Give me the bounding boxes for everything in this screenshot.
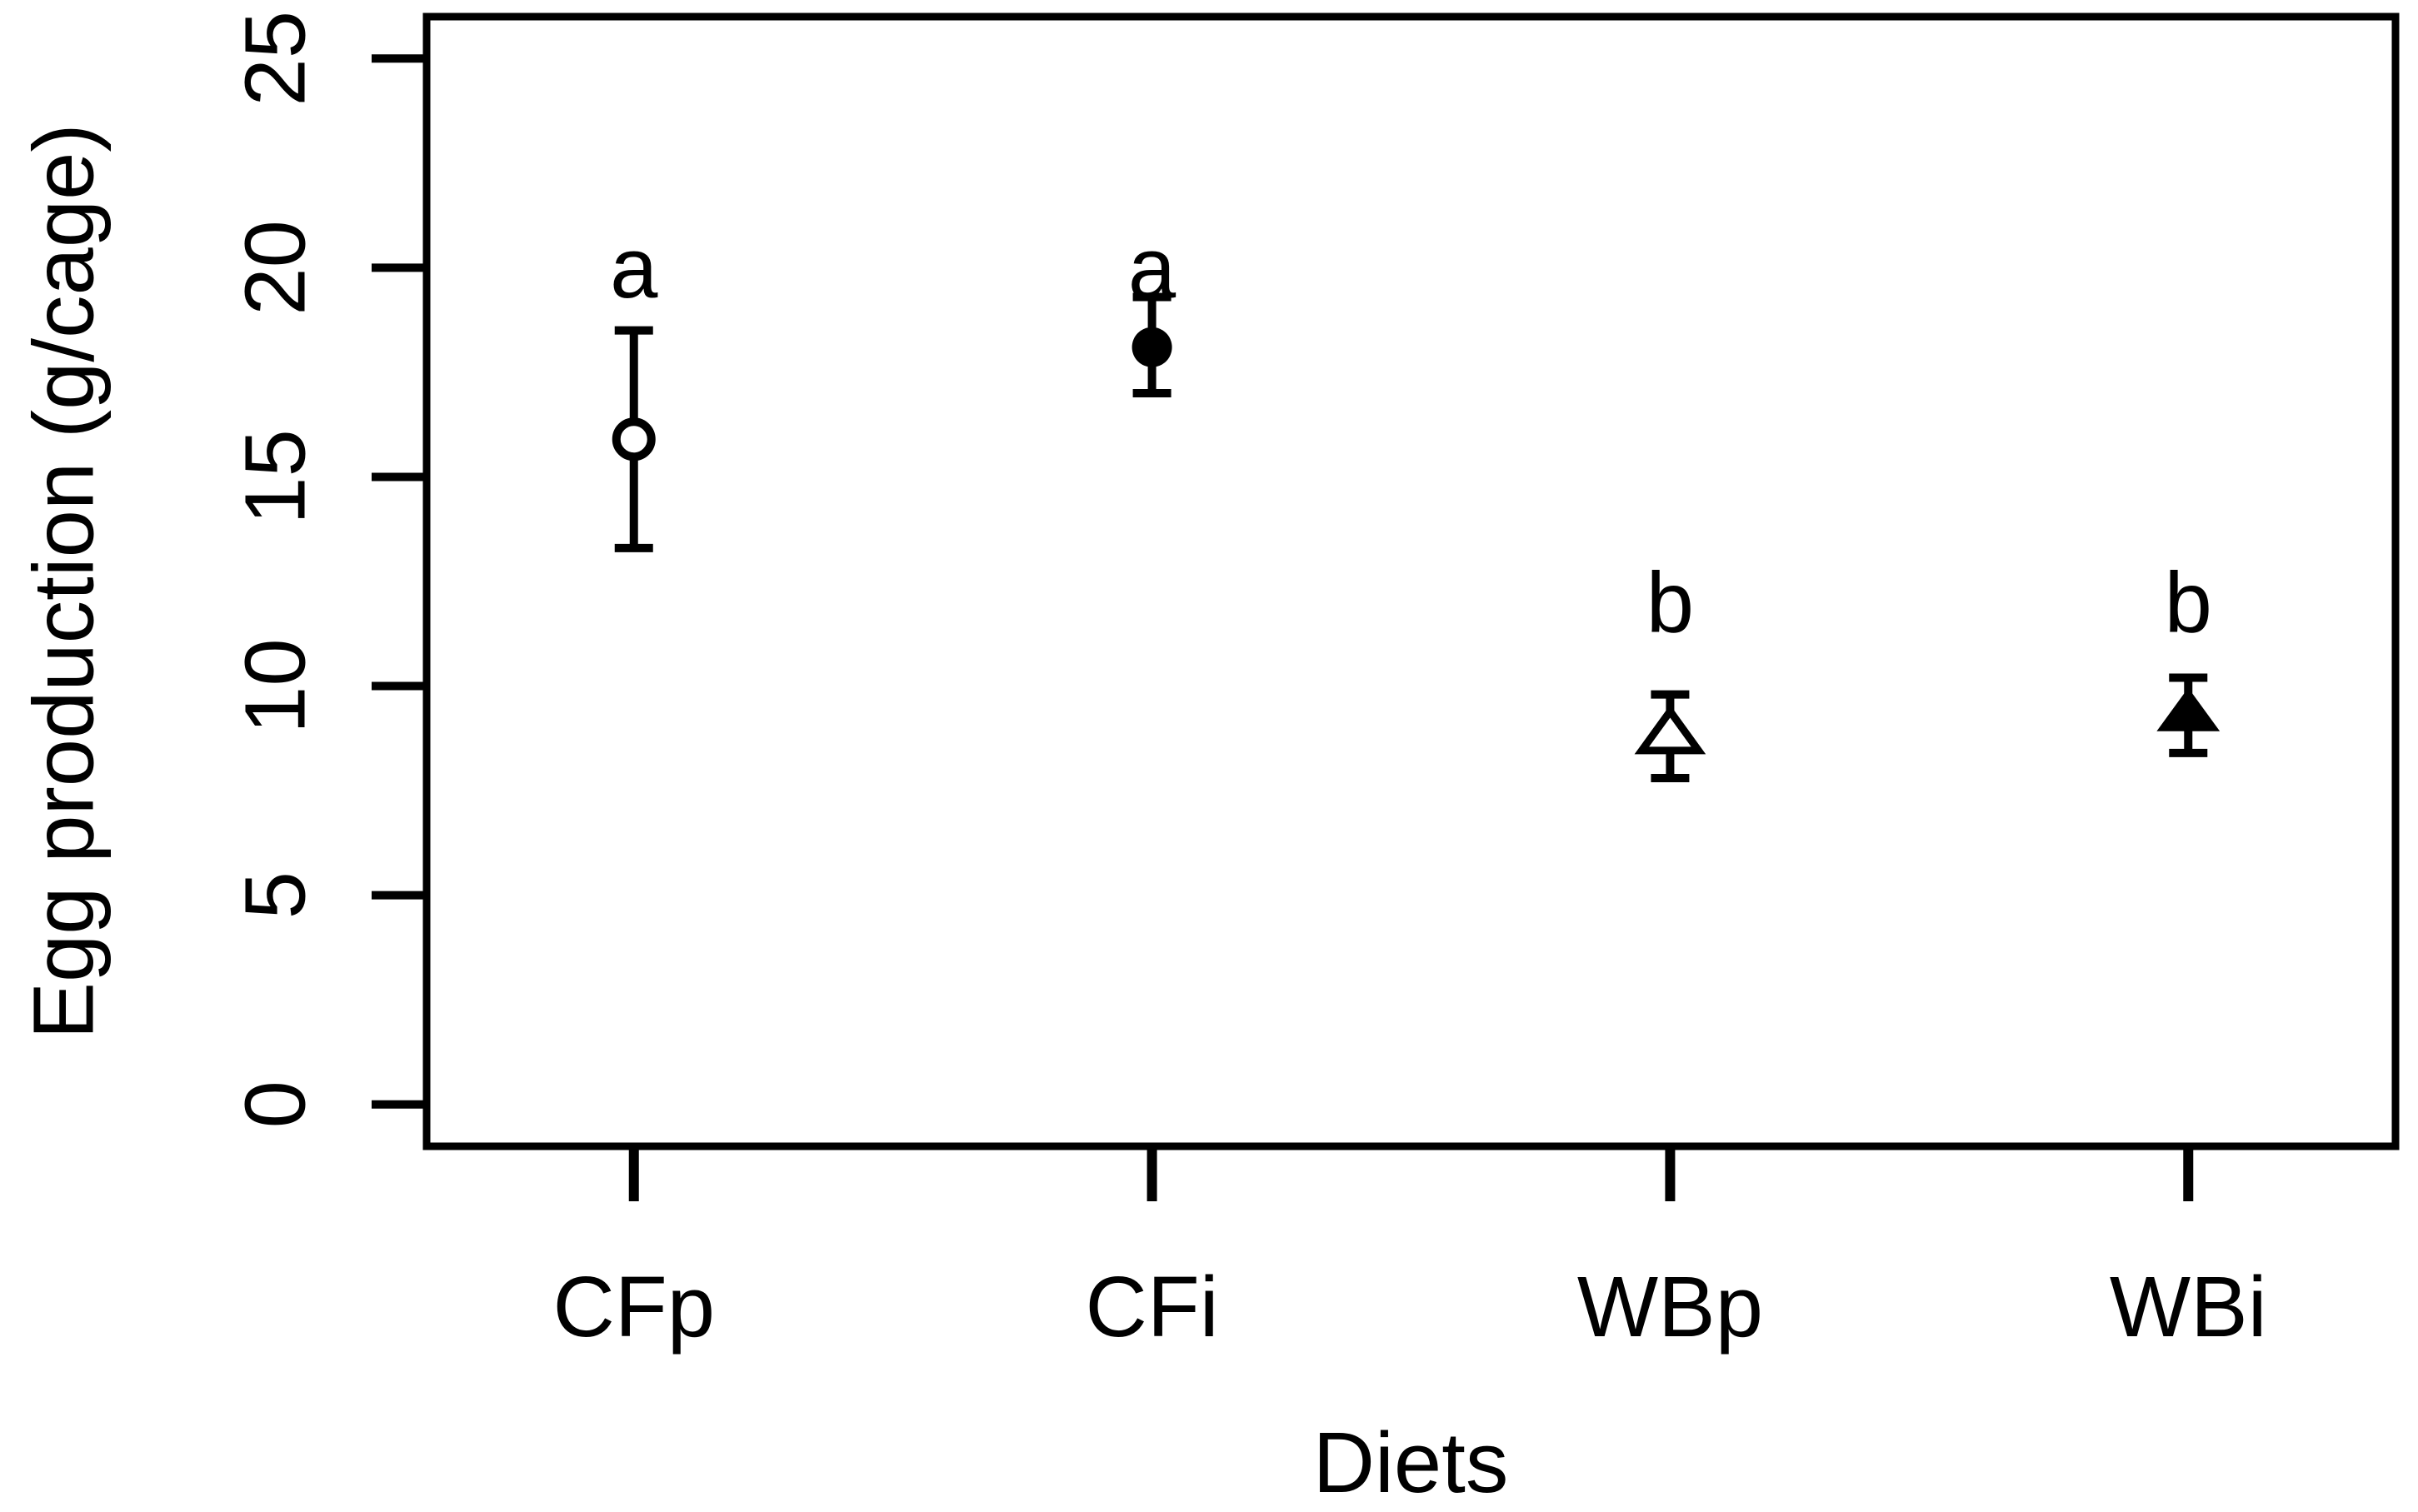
series-cfp: a xyxy=(610,220,658,552)
series-wbi: b xyxy=(2156,555,2221,757)
y-tick-label-25: 25 xyxy=(227,11,323,107)
x-tick-label-wbp: WBp xyxy=(1577,1259,1763,1355)
marker-filled-triangle-wbi xyxy=(2156,687,2221,731)
marker-filled-circle-cfi xyxy=(1132,327,1172,367)
sig-letter-wbp: b xyxy=(1646,555,1694,651)
y-tick-label-15: 15 xyxy=(227,429,323,525)
series-wbp: b xyxy=(1634,555,1706,783)
data-marks: a a b b xyxy=(610,220,2221,783)
y-tick-label-5: 5 xyxy=(227,871,323,919)
sig-letter-cfi: a xyxy=(1128,220,1177,316)
y-tick-label-0: 0 xyxy=(227,1080,323,1128)
x-axis-title: Diets xyxy=(1313,1415,1509,1510)
x-tick-label-cfi: CFi xyxy=(1085,1259,1218,1355)
marker-open-triangle-wbp xyxy=(1634,705,1706,755)
sig-letter-wbi: b xyxy=(2165,555,2212,651)
y-axis-title: Egg production (g/cage) xyxy=(16,123,112,1039)
series-cfi: a xyxy=(1128,220,1177,397)
x-tick-label-cfp: CFp xyxy=(552,1259,715,1355)
sig-letter-cfp: a xyxy=(610,220,658,316)
x-tick-label-wbi: WBi xyxy=(2110,1259,2267,1355)
x-axis-ticks: CFp CFi WBp WBi xyxy=(552,1146,2267,1355)
y-tick-label-20: 20 xyxy=(227,220,323,316)
marker-open-circle-cfp xyxy=(612,417,656,462)
plot-frame xyxy=(422,12,2400,1150)
y-tick-label-10: 10 xyxy=(227,638,323,734)
y-axis-ticks: 0 5 10 15 20 25 xyxy=(227,11,427,1128)
